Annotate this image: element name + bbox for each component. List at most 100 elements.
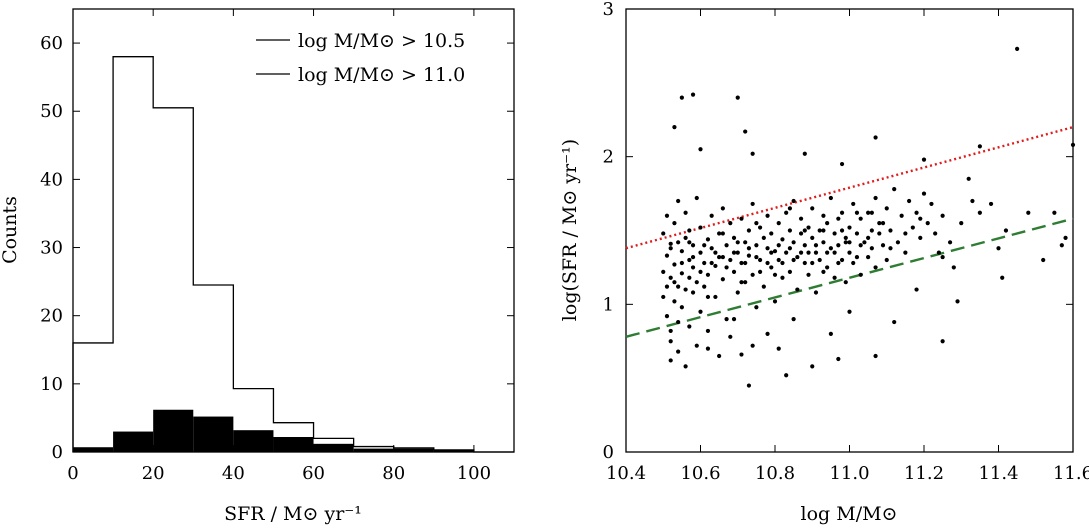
scatter-point bbox=[776, 243, 781, 248]
filled-bar bbox=[273, 437, 314, 452]
scatter-point bbox=[661, 269, 666, 274]
scatter-ylabel: log(SFR / M⊙ yr⁻¹) bbox=[559, 139, 581, 321]
scatter-point bbox=[761, 235, 766, 240]
scatter-point bbox=[791, 317, 796, 322]
scatter-point bbox=[903, 231, 908, 236]
scatter-point bbox=[925, 221, 930, 226]
scatter-point bbox=[754, 305, 759, 310]
scatter-point bbox=[832, 231, 837, 236]
scatter-ytick-label: 0 bbox=[603, 442, 614, 463]
scatter-point bbox=[668, 275, 673, 280]
scatter-point bbox=[694, 343, 699, 348]
scatter-point bbox=[754, 221, 759, 226]
scatter-point bbox=[825, 265, 830, 270]
scatter-xtick-label: 10.8 bbox=[755, 463, 795, 484]
scatter-point bbox=[910, 225, 915, 230]
filled-bar bbox=[153, 409, 194, 452]
scatter-point bbox=[802, 260, 807, 266]
scatter-point bbox=[672, 125, 677, 130]
scatter-point bbox=[966, 176, 971, 181]
scatter-point bbox=[1041, 257, 1046, 263]
histogram-ytick-label: 30 bbox=[40, 238, 63, 259]
filled-bar bbox=[233, 430, 274, 452]
scatter-point bbox=[1026, 210, 1031, 215]
scatter-point bbox=[832, 275, 837, 280]
scatter-ytick-label: 2 bbox=[603, 147, 614, 168]
scatter-point bbox=[836, 260, 841, 266]
scatter-point bbox=[728, 334, 733, 339]
scatter-point bbox=[866, 210, 871, 215]
dotted-reference-line bbox=[625, 125, 1074, 250]
scatter-point bbox=[672, 299, 677, 304]
scatter-point bbox=[765, 246, 770, 251]
scatter-point bbox=[668, 328, 673, 334]
scatter-point bbox=[735, 95, 740, 100]
scatter-point bbox=[843, 240, 848, 245]
scatter-point bbox=[851, 260, 856, 266]
scatter-point bbox=[858, 216, 863, 221]
scatter-point bbox=[672, 262, 677, 267]
scatter-point bbox=[683, 364, 688, 369]
scatter-point bbox=[821, 228, 826, 233]
scatter-point bbox=[798, 216, 804, 221]
scatter-point bbox=[802, 151, 807, 156]
scatter-point bbox=[918, 216, 923, 221]
scatter-point bbox=[921, 191, 927, 196]
scatter-point bbox=[772, 272, 778, 277]
scatter-point bbox=[933, 231, 938, 236]
scatter-point bbox=[765, 331, 770, 336]
histogram-xtick-label: 20 bbox=[142, 463, 165, 484]
scatter-xtick-label: 11.0 bbox=[829, 463, 869, 484]
scatter-point bbox=[776, 346, 781, 351]
scatter-point bbox=[907, 198, 912, 204]
scatter-ticks: 10.4 10.6 10.8 11.0 11.2 11.4 11.6 0 1 2 3 bbox=[603, 0, 1089, 484]
scatter-point bbox=[921, 157, 927, 162]
scatter-point bbox=[884, 206, 889, 211]
scatter-point bbox=[836, 216, 841, 221]
scatter-point bbox=[817, 257, 822, 263]
scatter-point bbox=[687, 324, 692, 329]
scatter-point bbox=[970, 198, 975, 204]
scatter-point bbox=[694, 195, 699, 201]
scatter-point bbox=[679, 305, 684, 310]
histogram-ticks: 0 20 40 60 80 100 0 10 20 30 40 50 60 bbox=[40, 9, 514, 484]
scatter-point bbox=[731, 317, 737, 322]
scatter-point bbox=[780, 237, 785, 242]
histogram-ytick-label: 20 bbox=[40, 306, 63, 327]
scatter-point bbox=[758, 225, 763, 230]
scatter-point bbox=[873, 353, 878, 359]
scatter-point bbox=[854, 254, 860, 260]
histogram-xlabel: SFR / M⊙ yr⁻¹ bbox=[224, 503, 362, 525]
scatter-point bbox=[839, 257, 845, 263]
scatter-point bbox=[750, 201, 755, 207]
scatter-point bbox=[720, 231, 725, 236]
scatter-point bbox=[705, 294, 711, 300]
scatter-point bbox=[858, 272, 863, 277]
scatter-point bbox=[664, 213, 670, 218]
scatter-point bbox=[690, 92, 696, 97]
scatter-point bbox=[776, 221, 781, 226]
scatter-xtick-label: 11.4 bbox=[978, 463, 1018, 484]
scatter-point bbox=[955, 299, 960, 304]
scatter-point bbox=[959, 221, 964, 226]
scatter-point bbox=[854, 210, 860, 215]
filled-bar bbox=[433, 449, 474, 452]
scatter-point bbox=[705, 346, 711, 351]
scatter-point bbox=[825, 221, 830, 226]
scatter-point bbox=[929, 201, 934, 207]
histogram-xtick-label: 40 bbox=[222, 463, 245, 484]
scatter-point bbox=[702, 243, 707, 248]
scatter-point bbox=[765, 213, 770, 218]
scatter-point bbox=[739, 280, 744, 285]
scatter-xtick-label: 10.4 bbox=[606, 463, 646, 484]
scatter-reference-lines bbox=[625, 125, 1074, 338]
scatter-point bbox=[888, 246, 893, 251]
scatter-point bbox=[679, 271, 684, 276]
scatter-point bbox=[828, 246, 833, 251]
scatter-point bbox=[687, 240, 692, 245]
histogram-ylabel: Counts bbox=[0, 196, 21, 264]
scatter-point bbox=[802, 228, 807, 233]
scatter-point bbox=[754, 243, 759, 248]
scatter-point bbox=[866, 254, 871, 260]
